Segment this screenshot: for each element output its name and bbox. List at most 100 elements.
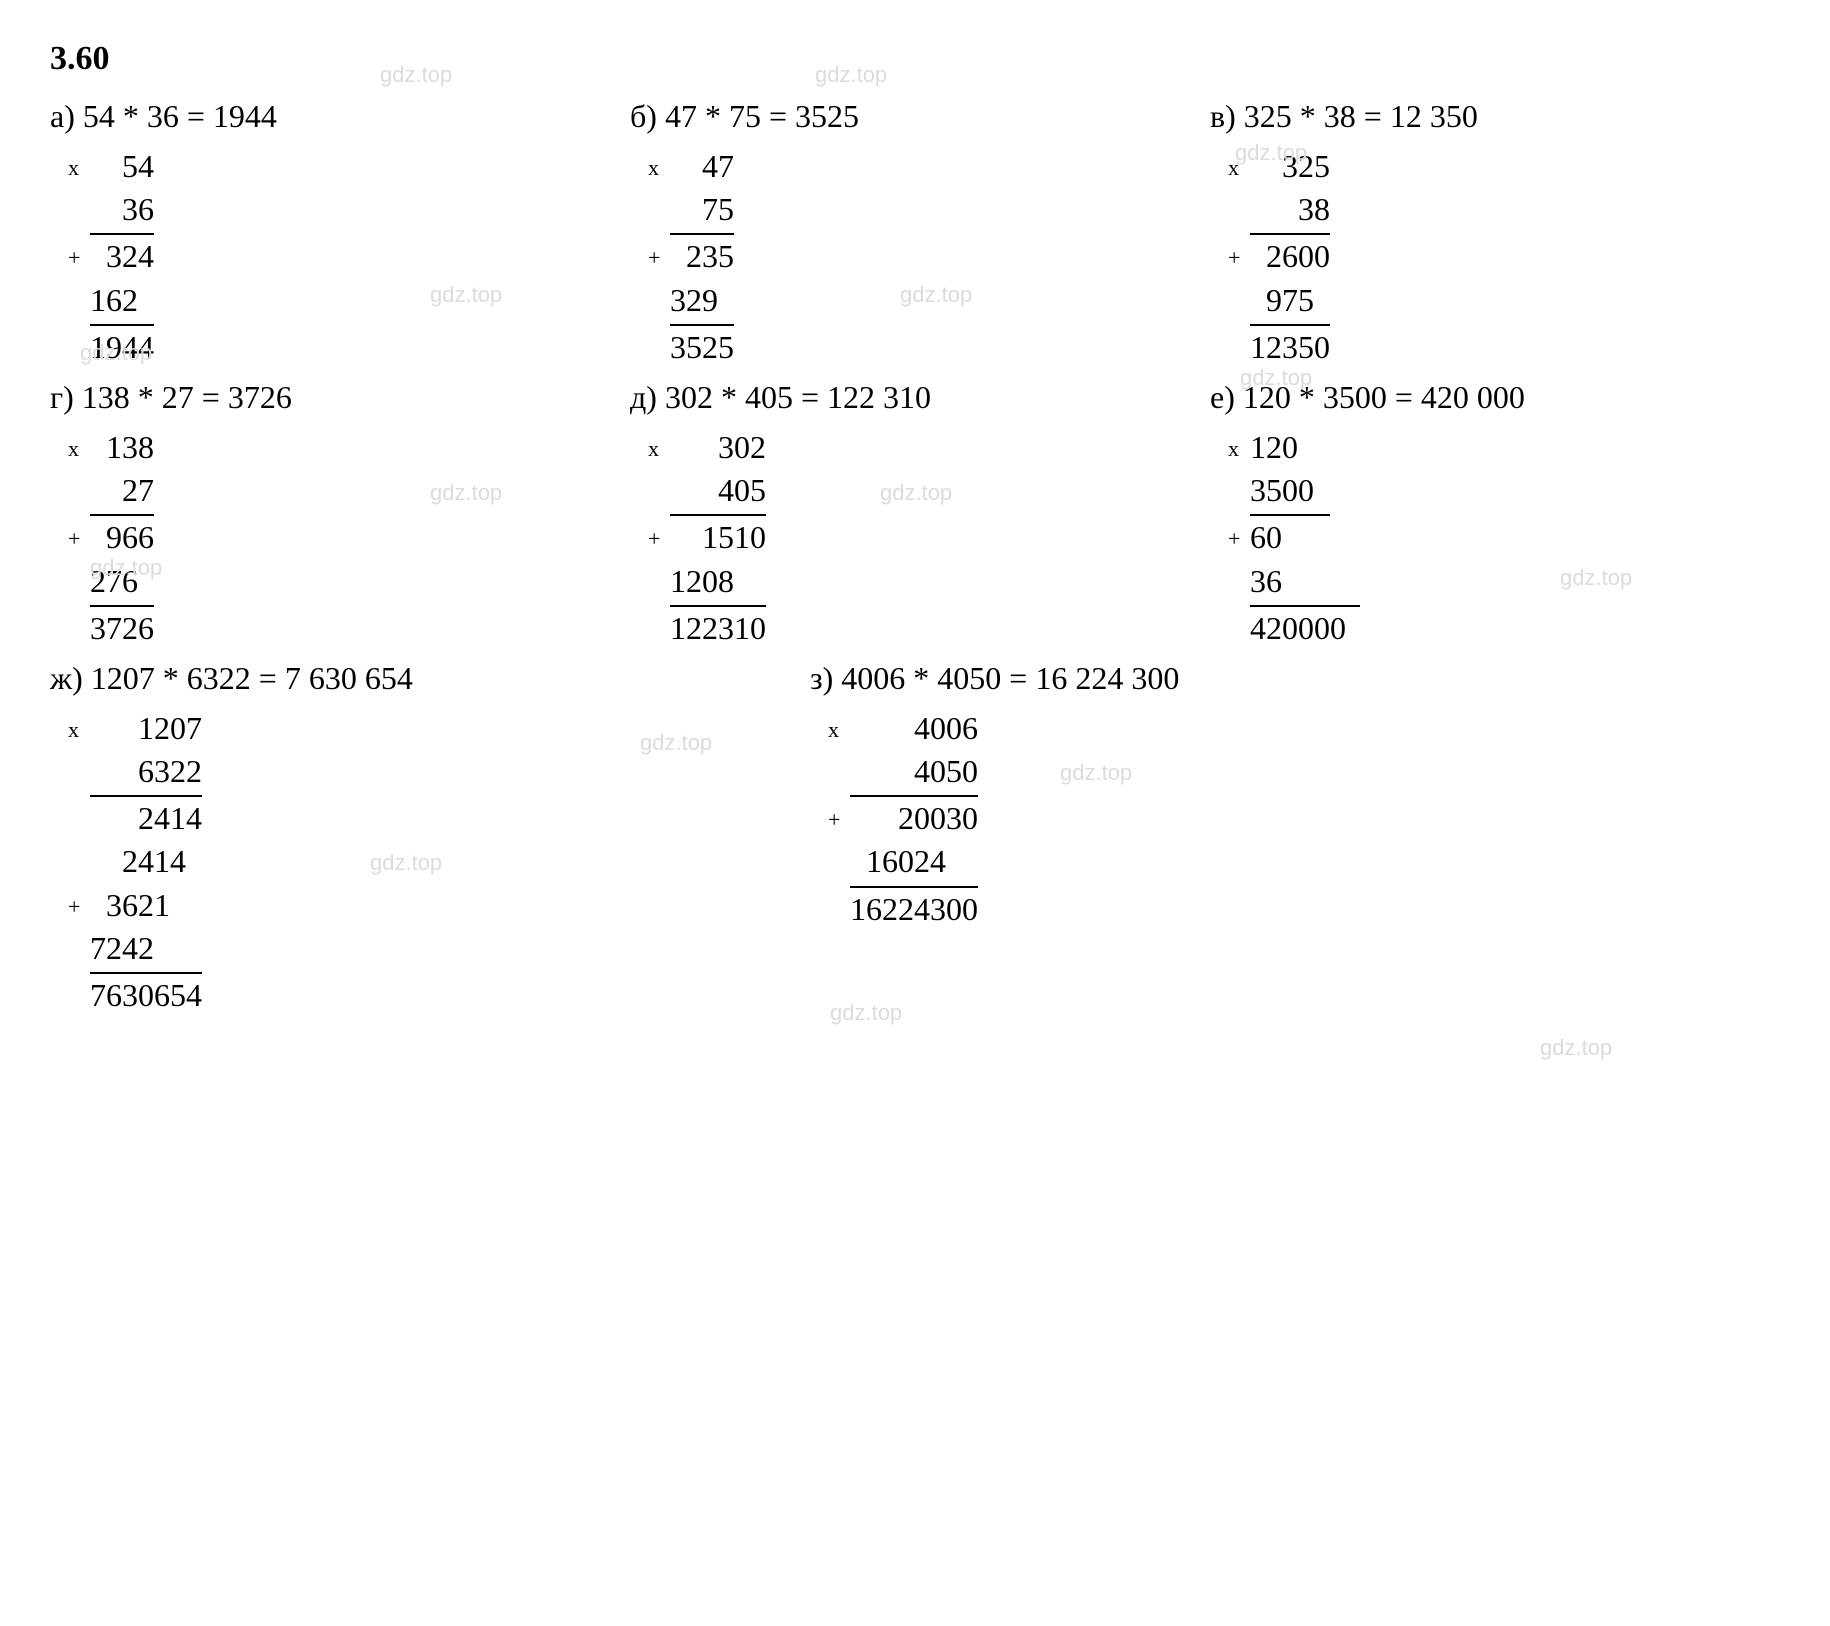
partial-1: 1510 — [702, 519, 766, 555]
multiplier: 4050 — [914, 753, 978, 789]
problem-a: а) 54 * 36 = 1944 х54 36 +324 162 1944 — [50, 98, 570, 369]
equals: = — [202, 379, 228, 415]
times-sign: х — [68, 153, 79, 183]
product: 16224300 — [850, 888, 978, 931]
exercise-number: 3.60 — [50, 40, 1780, 78]
multiplier: 6322 — [138, 753, 202, 789]
result-b: 3525 — [795, 98, 859, 134]
label-a: а) — [50, 98, 75, 134]
equals: = — [259, 660, 285, 696]
longmult-zh: х1207 6322 2414 2414 +3621 7242 7630654 — [90, 707, 202, 1017]
partial-1: 966 — [106, 519, 154, 555]
longmult-g: х138 27 +966 276 3726 — [90, 426, 154, 650]
partial-1: 20030 — [898, 800, 978, 836]
multiplicand: 1207 — [138, 710, 202, 746]
row-3: ж) 1207 * 6322 = 7 630 654 х1207 6322 24… — [50, 660, 1780, 1017]
result-d: 122 310 — [827, 379, 931, 415]
result-e: 420 000 — [1421, 379, 1525, 415]
expr-e: 120 * 3500 — [1243, 379, 1387, 415]
equals: = — [187, 98, 213, 134]
product: 1944 — [90, 326, 154, 369]
multiplicand: 302 — [718, 429, 766, 465]
times-sign: х — [828, 715, 839, 745]
problem-d: д) 302 * 405 = 122 310 х302 405 +1510 12… — [630, 379, 1150, 650]
result-v: 12 350 — [1390, 98, 1478, 134]
watermark-text: gdz.top — [1540, 1035, 1612, 1061]
expr-zh: 1207 * 6322 — [91, 660, 251, 696]
longmult-v: х325 38 +2600 975 12350 — [1250, 145, 1330, 369]
plus-sign: + — [68, 524, 80, 554]
partial-2: 2414 — [122, 843, 202, 879]
longmult-e: х120 3500 +60 36 420000 — [1250, 426, 1360, 650]
partial-2: 36 — [1250, 563, 1282, 599]
product: 7630654 — [90, 974, 202, 1017]
label-v: в) — [1210, 98, 1236, 134]
multiplier: 405 — [718, 472, 766, 508]
times-sign: х — [1228, 153, 1239, 183]
partial-2: 329 — [670, 282, 734, 318]
partial-1: 60 — [1250, 519, 1282, 555]
partial-4: 7242 — [90, 930, 202, 966]
times-sign: х — [648, 434, 659, 464]
equation-a: а) 54 * 36 = 1944 — [50, 98, 570, 135]
label-b: б) — [630, 98, 657, 134]
problem-b: б) 47 * 75 = 3525 х47 75 +235 329 3525 — [630, 98, 1150, 369]
row-1: а) 54 * 36 = 1944 х54 36 +324 162 1944 б… — [50, 98, 1780, 369]
plus-sign: + — [648, 243, 660, 273]
multiplier: 3500 — [1250, 472, 1314, 508]
multiplier: 27 — [122, 472, 154, 508]
label-g: г) — [50, 379, 74, 415]
partial-2: 276 — [90, 563, 154, 599]
problem-g: г) 138 * 27 = 3726 х138 27 +966 276 3726 — [50, 379, 570, 650]
problem-v: в) 325 * 38 = 12 350 х325 38 +2600 975 1… — [1210, 98, 1730, 369]
plus-sign: + — [1228, 524, 1240, 554]
multiplier: 38 — [1298, 191, 1330, 227]
partial-2: 16024 — [866, 843, 978, 879]
problem-e: е) 120 * 3500 = 420 000 х120 3500 +60 36… — [1210, 379, 1770, 650]
result-zh: 7 630 654 — [285, 660, 413, 696]
product: 12350 — [1250, 326, 1330, 369]
times-sign: х — [68, 434, 79, 464]
result-g: 3726 — [228, 379, 292, 415]
equals: = — [1364, 98, 1390, 134]
multiplicand: 54 — [122, 148, 154, 184]
plus-sign: + — [648, 524, 660, 554]
label-e: е) — [1210, 379, 1235, 415]
equals: = — [801, 379, 827, 415]
problem-zh: ж) 1207 * 6322 = 7 630 654 х1207 6322 24… — [50, 660, 750, 1017]
longmult-b: х47 75 +235 329 3525 — [670, 145, 734, 369]
multiplier: 75 — [702, 191, 734, 227]
times-sign: х — [1228, 434, 1239, 464]
product: 3726 — [90, 607, 154, 650]
multiplicand: 120 — [1250, 429, 1298, 465]
times-sign: х — [648, 153, 659, 183]
equals: = — [1395, 379, 1421, 415]
expr-v: 325 * 38 — [1244, 98, 1356, 134]
equation-b: б) 47 * 75 = 3525 — [630, 98, 1150, 135]
longmult-d: х302 405 +1510 1208 122310 — [670, 426, 766, 650]
multiplicand: 138 — [106, 429, 154, 465]
partial-1: 324 — [106, 238, 154, 274]
product: 420000 — [1250, 607, 1360, 650]
row-2: г) 138 * 27 = 3726 х138 27 +966 276 3726… — [50, 379, 1780, 650]
equation-e: е) 120 * 3500 = 420 000 — [1210, 379, 1770, 416]
expr-z: 4006 * 4050 — [841, 660, 1001, 696]
label-zh: ж) — [50, 660, 83, 696]
partial-2: 162 — [90, 282, 154, 318]
result-z: 16 224 300 — [1035, 660, 1179, 696]
expr-b: 47 * 75 — [665, 98, 761, 134]
equation-v: в) 325 * 38 = 12 350 — [1210, 98, 1730, 135]
expr-d: 302 * 405 — [665, 379, 793, 415]
multiplier: 36 — [122, 191, 154, 227]
equation-d: д) 302 * 405 = 122 310 — [630, 379, 1150, 416]
times-sign: х — [68, 715, 79, 745]
longmult-a: х54 36 +324 162 1944 — [90, 145, 154, 369]
label-d: д) — [630, 379, 657, 415]
plus-sign: + — [828, 805, 840, 835]
result-a: 1944 — [213, 98, 277, 134]
expr-a: 54 * 36 — [83, 98, 179, 134]
partial-1: 2600 — [1266, 238, 1330, 274]
multiplicand: 47 — [702, 148, 734, 184]
plus-sign: + — [68, 892, 80, 922]
partial-1: 2414 — [138, 800, 202, 836]
